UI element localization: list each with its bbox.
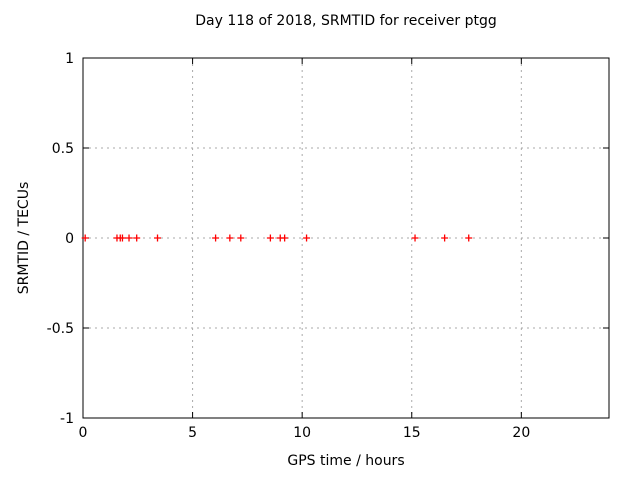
data-point-marker [154, 234, 162, 242]
y-tick-label: 1 [65, 51, 74, 67]
data-point-marker [212, 234, 220, 242]
data-point-marker [266, 234, 274, 242]
data-point-marker [226, 234, 234, 242]
data-point-marker [411, 234, 419, 242]
y-tick-label: 0.5 [52, 141, 74, 157]
data-point-marker [125, 234, 133, 242]
data-point-marker [281, 234, 289, 242]
grid-lines [83, 58, 609, 418]
y-tick-label: 0 [65, 231, 74, 247]
x-tick-label: 15 [403, 425, 421, 441]
x-tick-label: 20 [512, 425, 530, 441]
y-tick-label: -0.5 [47, 321, 74, 337]
data-point-marker [465, 234, 473, 242]
data-point-marker [237, 234, 245, 242]
chart-title: Day 118 of 2018, SRMTID for receiver ptg… [195, 13, 497, 29]
data-point-marker [118, 234, 126, 242]
data-point-marker [303, 234, 311, 242]
x-tick-label: 0 [79, 425, 88, 441]
x-axis-label: GPS time / hours [287, 453, 405, 469]
y-tick-label: -1 [60, 411, 74, 427]
data-point-marker [81, 234, 89, 242]
x-tick-label: 5 [188, 425, 197, 441]
data-point-marker [133, 234, 141, 242]
x-tick-label: 10 [293, 425, 311, 441]
tick-labels: -1-0.500.510 5 10 15 20 [47, 51, 531, 441]
data-point-marker [441, 234, 449, 242]
data-markers [81, 234, 473, 242]
